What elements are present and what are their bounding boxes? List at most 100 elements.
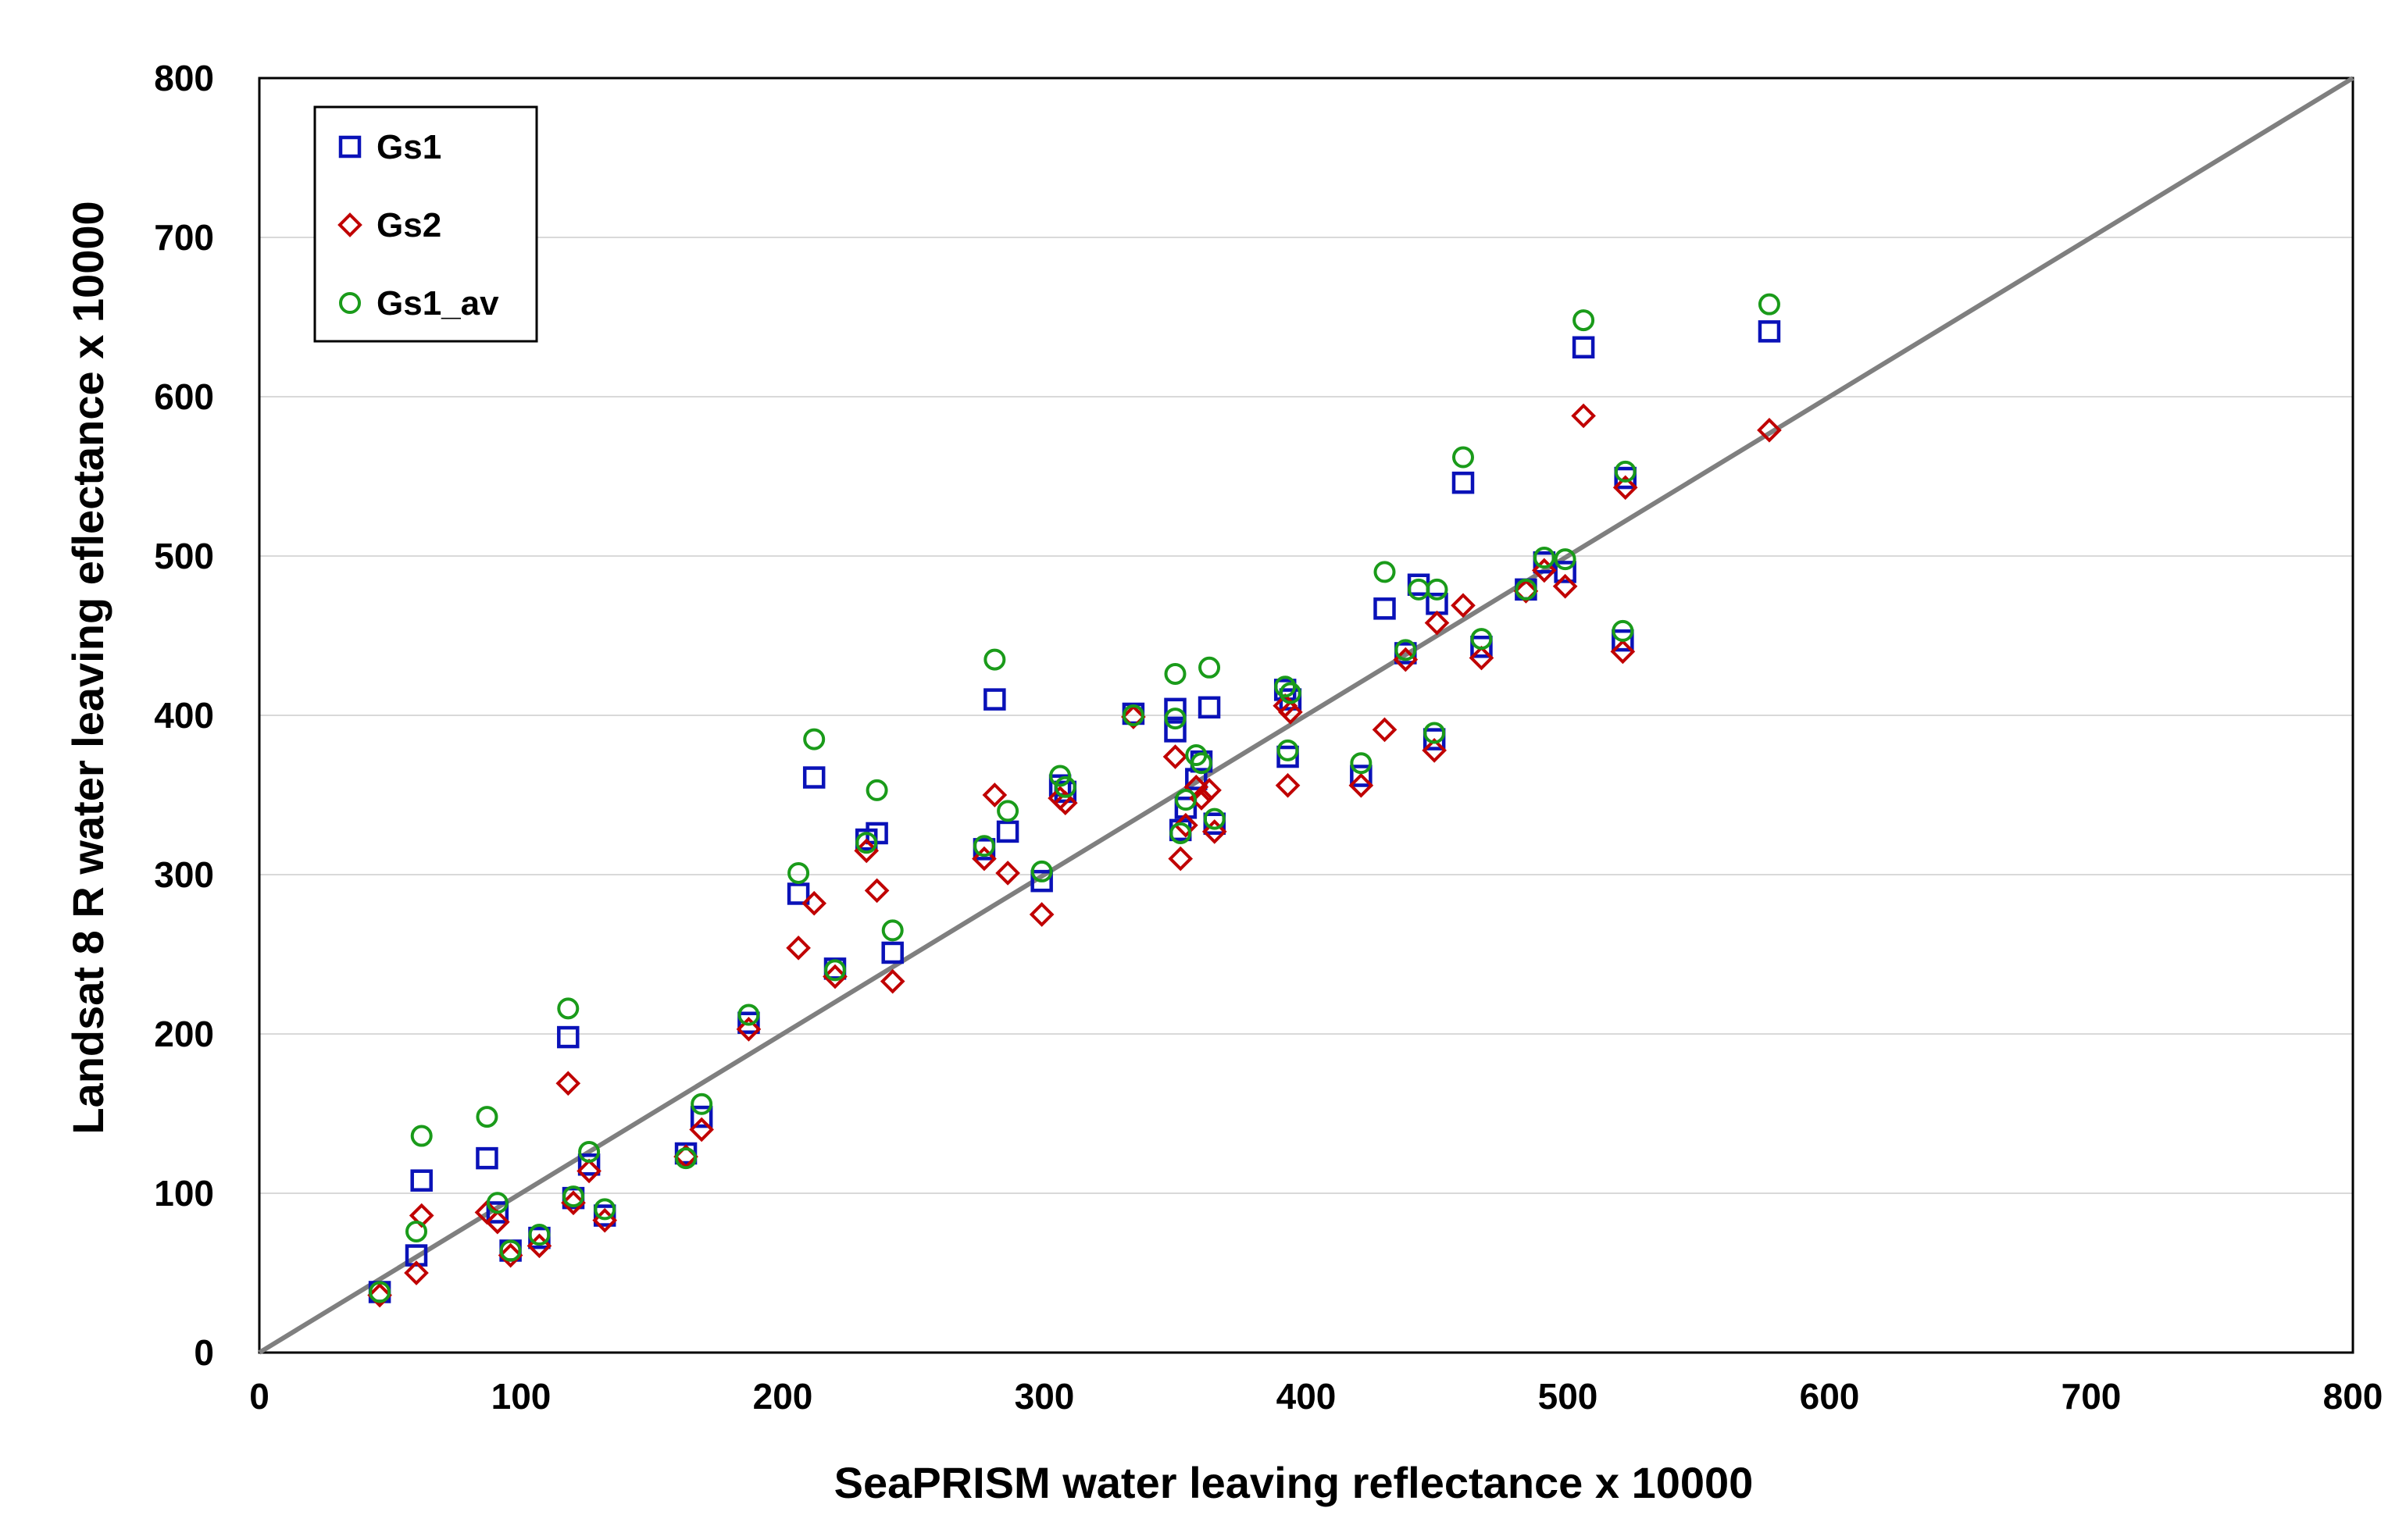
point-gs1-av-9 xyxy=(578,1140,601,1163)
point-gs1-av-24 xyxy=(1049,765,1072,787)
point-gs2-41 xyxy=(1424,610,1450,636)
point-gs1-av-45 xyxy=(1470,628,1493,651)
point-gs1-av-8 xyxy=(562,1185,584,1208)
point-gs1-av-18 xyxy=(866,779,888,801)
legend-markers xyxy=(337,135,362,314)
point-gs1-av-33 xyxy=(1198,656,1221,679)
point-gs1-av-26 xyxy=(1122,704,1144,726)
point-gs1-av-34 xyxy=(1203,807,1226,830)
point-gs1-av-0 xyxy=(369,1281,391,1303)
point-gs1-av-48 xyxy=(1554,548,1576,571)
point-gs2-16 xyxy=(823,964,848,989)
point-gs1-52 xyxy=(1758,320,1781,343)
point-gs2-29 xyxy=(1173,812,1198,838)
point-gs1-av-46 xyxy=(1515,578,1537,601)
point-gs1-36 xyxy=(1276,745,1299,768)
point-gs1-av-39 xyxy=(1373,561,1396,583)
point-gs1-21 xyxy=(983,688,1006,711)
point-gs1-av-1 xyxy=(405,1220,427,1242)
point-gs2-40 xyxy=(1422,738,1447,763)
point-gs2-45 xyxy=(1532,558,1557,583)
point-gs1-av-47 xyxy=(1533,547,1555,569)
y-tick-label-100: 100 xyxy=(154,1173,214,1214)
point-gs1-av-6 xyxy=(528,1224,551,1246)
point-gs2-48 xyxy=(1610,639,1636,665)
point-gs2-28 xyxy=(1168,846,1194,872)
y-tick-label-300: 300 xyxy=(154,854,214,895)
point-gs2-49 xyxy=(1612,475,1638,501)
point-gs1-23 xyxy=(1030,869,1053,893)
point-gs1-10 xyxy=(593,1204,616,1227)
point-gs2-36 xyxy=(1278,700,1303,725)
point-gs1-19 xyxy=(881,941,904,964)
y-tick-label-700: 700 xyxy=(154,217,214,258)
plot-area-border xyxy=(258,77,2354,1354)
point-gs2-18 xyxy=(864,878,890,904)
point-gs2-20 xyxy=(972,846,997,872)
point-gs1-av-49 xyxy=(1572,309,1595,332)
x-axis-title: SeaPRISM water leaving reflectance x 100… xyxy=(834,1458,1754,1507)
point-gs2-9 xyxy=(577,1158,602,1184)
point-gs1-12 xyxy=(690,1105,713,1128)
legend-label-gs1-av: Gs1_av xyxy=(377,284,499,323)
y-tick-label-600: 600 xyxy=(154,376,214,417)
point-gs1-av-30 xyxy=(1174,789,1197,811)
point-gs2-5 xyxy=(498,1242,523,1268)
point-gs1-38 xyxy=(1350,765,1373,787)
legend-marker-gs2 xyxy=(337,212,362,237)
y-tick-label-200: 200 xyxy=(154,1014,214,1054)
point-gs1-av-5 xyxy=(499,1239,522,1262)
point-gs1-av-52 xyxy=(1758,293,1780,315)
point-gs1-av-14 xyxy=(787,861,810,884)
point-gs1-av-36 xyxy=(1276,739,1299,761)
point-gs1-av-27 xyxy=(1164,662,1187,685)
point-gs1-av-38 xyxy=(1350,752,1373,775)
x-tick-label-300: 300 xyxy=(1015,1376,1075,1417)
point-gs2-42 xyxy=(1451,593,1476,618)
point-gs1-av-32 xyxy=(1191,752,1212,775)
point-gs1-7 xyxy=(557,1025,580,1049)
point-gs1-av-3 xyxy=(476,1106,498,1128)
point-gs1-48 xyxy=(1554,561,1576,583)
point-gs2-22 xyxy=(995,861,1020,886)
x-tick-label-0: 0 xyxy=(249,1376,270,1417)
point-gs2-8 xyxy=(561,1190,586,1216)
legend-label-gs1: Gs1 xyxy=(377,128,441,166)
point-gs1-av-12 xyxy=(691,1093,713,1115)
point-gs1-9 xyxy=(577,1153,601,1176)
point-gs1-22 xyxy=(996,820,1019,843)
point-gs2-14 xyxy=(786,936,811,961)
point-gs1-av-4 xyxy=(486,1192,509,1214)
point-gs1-av-44 xyxy=(1452,446,1474,469)
y-tick-label-500: 500 xyxy=(154,536,214,576)
legend: Gs1 Gs2 Gs1_av xyxy=(313,105,538,343)
point-gs1-49 xyxy=(1572,336,1595,359)
x-tick-label-800: 800 xyxy=(2323,1376,2383,1417)
point-gs2-26 xyxy=(1121,704,1146,729)
point-gs2-46 xyxy=(1552,573,1578,599)
point-gs1-av-22 xyxy=(997,800,1019,822)
point-gs2-38 xyxy=(1372,717,1398,743)
point-gs1-15 xyxy=(802,766,826,789)
point-gs2-13 xyxy=(736,1017,762,1042)
point-gs1-av-11 xyxy=(675,1147,698,1170)
point-gs2-47 xyxy=(1571,403,1596,429)
point-gs1-av-23 xyxy=(1030,860,1053,882)
point-gs1-av-35 xyxy=(1274,676,1297,698)
point-gs1-av-17 xyxy=(855,832,878,854)
x-tick-label-600: 600 xyxy=(1800,1376,1860,1417)
point-gs2-21 xyxy=(982,782,1008,807)
y-axis-tick-labels: 0 100 200 300 400 500 600 700 800 xyxy=(154,58,214,1373)
point-gs1-27 xyxy=(1164,697,1187,721)
point-gs2-1 xyxy=(404,1260,429,1285)
point-gs1-44 xyxy=(1451,471,1475,494)
point-gs1-av-25 xyxy=(1054,775,1076,798)
point-gs2-32 xyxy=(1197,778,1222,803)
point-gs1-28 xyxy=(1164,720,1187,743)
point-gs1-av-29 xyxy=(1169,822,1192,844)
legend-marker-gs1 xyxy=(338,135,362,159)
x-tick-label-400: 400 xyxy=(1276,1376,1337,1417)
point-gs1-av-51 xyxy=(1614,460,1637,483)
point-gs1-av-50 xyxy=(1612,619,1634,642)
point-gs2-7 xyxy=(555,1071,581,1096)
